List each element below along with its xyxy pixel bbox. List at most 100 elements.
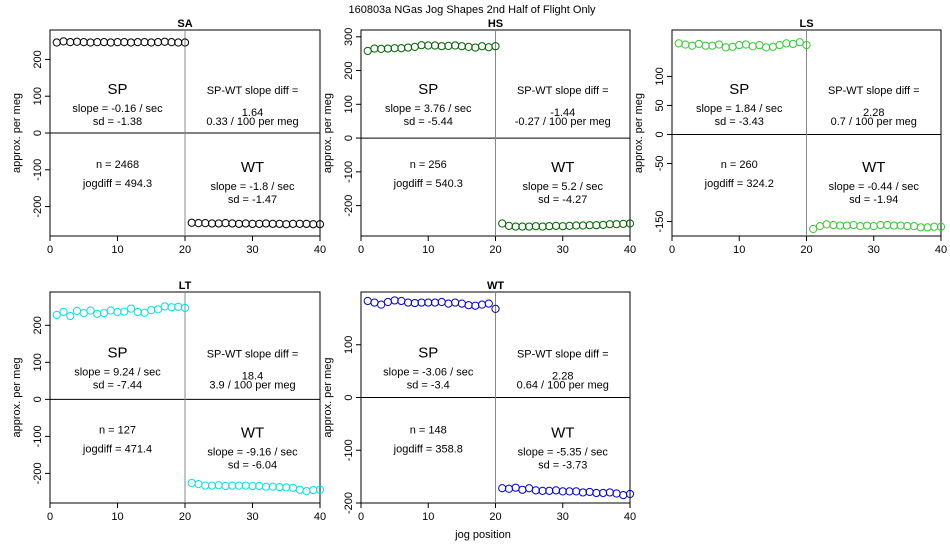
wt-point [518,485,527,494]
sp-sd: sd = -1.38 [93,116,142,128]
y-axis-label: approx. per meg [322,93,334,173]
sp-sd: sd = -7.44 [93,379,142,391]
sp-point [437,297,446,307]
x-tick-label: 20 [800,244,812,256]
slope-diff-value: 18.4 [242,370,263,382]
wt-point [187,478,196,488]
wt-point [916,223,925,232]
wt-point [619,490,628,500]
y-tick-label: -100 [343,439,355,461]
sp-point [464,42,473,51]
y-tick-label: -200 [32,462,44,484]
sp-label: SP [729,81,749,98]
wt-point [551,486,561,495]
wt-point [578,488,588,497]
sp-slope: slope = 9.24 / sec [74,366,161,378]
sp-point [782,39,791,48]
y-axis-label: approx. per meg [322,357,334,437]
wt-sd: sd = -1.94 [849,194,898,206]
sp-point [153,305,163,314]
sp-point [363,46,372,56]
wt-point [551,221,561,230]
panel-title: SA [177,18,192,30]
y-tick-label: 200 [343,61,355,79]
slope-diff-title: SP-WT slope diff = [517,85,609,97]
wt-point [261,219,271,228]
slope-diff-per-meg: 0.7 / 100 per meg [831,116,917,128]
slope-diff-title: SP-WT slope diff = [207,85,299,97]
sp-point [66,38,75,47]
x-tick-label: 0 [358,244,364,256]
wt-point [531,222,540,231]
sp-point [728,42,737,51]
wt-slope: slope = -1.8 / sec [210,181,295,193]
sp-point [120,38,129,47]
sp-point [370,298,379,307]
sp-point [390,44,399,53]
wt-point [525,222,534,231]
wt-point [302,219,311,228]
y-tick-label: -150 [654,210,666,232]
sp-label: SP [107,81,127,98]
y-axis-label: approx. per meg [11,93,23,173]
figure-title: 160803a NGas Jog Shapes 2nd Half of Flig… [348,4,596,16]
sp-point [444,299,453,308]
jogdiff: jogdiff = 324.2 [704,178,774,190]
slope-diff-title: SP-WT slope diff = [517,348,609,360]
sp-point [93,38,102,47]
sp-point [99,38,109,47]
x-tick-label: 0 [669,244,675,256]
wt-point [275,482,284,492]
sp-point [99,309,109,318]
n-count: n = 148 [410,425,447,437]
wt-point [619,219,628,228]
y-tick-label: 100 [32,353,44,371]
sp-slope: slope = 3.76 / sec [385,103,472,115]
sp-point [93,309,102,318]
sp-point [471,301,480,310]
wt-point [625,219,635,228]
wt-point [302,487,311,496]
slope-diff-value: 2.28 [552,370,573,382]
sp-point [113,38,122,47]
y-tick-label: 0 [654,131,666,137]
wt-sd: sd = -3.73 [538,460,587,472]
jogdiff: jogdiff = 471.4 [82,444,152,456]
sp-point [477,300,487,309]
wt-point [268,219,277,228]
sp-point [160,37,169,46]
wt-point [214,481,223,490]
x-axis-label: jog position [454,529,511,541]
x-tick-label: 20 [179,511,191,523]
wt-point [228,481,237,490]
slope-diff-per-meg: 0.33 / 100 per meg [206,116,298,128]
sp-point [788,39,798,49]
sp-point [106,306,115,315]
sp-point [708,41,717,50]
wt-point [288,483,298,492]
sp-slope: slope = -3.06 / sec [383,366,474,378]
sp-point [802,40,811,50]
y-tick-label: 100 [32,87,44,105]
y-tick-label: -50 [654,156,666,172]
wt-point [936,222,946,231]
y-axis-label: approx. per meg [633,93,645,173]
sp-point [390,296,399,305]
slope-diff-per-meg: 0.64 / 100 per meg [517,379,609,391]
wt-point [876,220,885,230]
y-tick-label: 300 [343,28,355,46]
sp-point [762,43,771,52]
wt-point [221,481,230,491]
wt-slope: slope = -9.16 / sec [207,447,298,459]
x-tick-label: 20 [489,511,501,523]
wt-point [558,487,567,496]
sp-point [180,38,190,47]
wt-sd: sd = -1.47 [228,194,277,206]
panel-lt: LT 0 10 20 30 40 -200 -100 0 100 200 approx. per me… [11,280,326,523]
x-tick-label: 30 [246,511,258,523]
sp-point [140,38,149,47]
wt-point [856,222,865,231]
jogdiff: jogdiff = 358.8 [393,444,463,456]
sp-point [133,38,142,47]
